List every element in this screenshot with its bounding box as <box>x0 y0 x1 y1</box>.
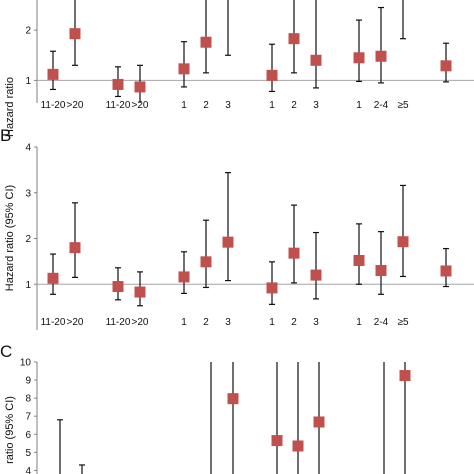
hazard-ratio-marker <box>112 281 124 293</box>
x-tick-label: 1 <box>356 100 362 111</box>
y-axis-title-b: Hazard ratio (95% CI) <box>4 185 16 291</box>
hazard-ratio-marker <box>178 63 190 75</box>
hazard-ratio-marker <box>112 78 124 90</box>
x-tick-label: 3 <box>313 317 319 328</box>
y-tick-label-c: 5 <box>25 448 31 459</box>
x-tick-label: 11-20 <box>106 317 131 328</box>
x-tick-label: >20 <box>132 100 149 111</box>
hazard-ratio-marker <box>310 54 322 66</box>
hazard-ratio-marker <box>353 254 365 266</box>
panel-letter-c: C <box>0 342 12 361</box>
hazard-ratio-marker <box>266 282 278 294</box>
hazard-ratio-marker <box>271 435 283 447</box>
y-tick-label-c: 9 <box>25 376 31 387</box>
x-tick-label: 2 <box>291 100 297 111</box>
panel-c: 4 5 6 7 8 9 10 ratio (95% CI) <box>4 358 411 474</box>
hazard-ratio-marker <box>399 370 411 382</box>
hazard-ratio-marker <box>313 416 325 428</box>
panel-letter-b: B <box>0 126 11 145</box>
y-tick-label-b: 3 <box>25 188 31 199</box>
x-tick-label: 3 <box>225 317 231 328</box>
x-tick-label: 2-4 <box>374 100 389 111</box>
hazard-ratio-marker <box>200 256 212 268</box>
x-tick-label: 3 <box>313 100 319 111</box>
x-tick-label: 2 <box>203 100 209 111</box>
hazard-ratio-marker <box>288 33 300 45</box>
x-tick-label: 2-4 <box>374 317 389 328</box>
hazard-ratio-marker <box>288 247 300 259</box>
hazard-ratio-marker <box>440 60 452 72</box>
x-tick-label: >20 <box>67 100 84 111</box>
hazard-ratio-marker <box>397 236 409 248</box>
x-tick-label: 1 <box>181 100 187 111</box>
y-tick-label-c: 4 <box>25 466 31 474</box>
hazard-ratio-marker <box>353 52 365 64</box>
hazard-ratio-marker <box>47 272 59 284</box>
x-tick-label: 1 <box>181 317 187 328</box>
hazard-ratio-marker <box>178 271 190 283</box>
x-tick-label: 2 <box>203 317 209 328</box>
x-tick-label: 1 <box>356 317 362 328</box>
hazard-ratio-marker <box>69 242 81 254</box>
x-tick-label: >20 <box>67 317 84 328</box>
x-tick-label: ≥5 <box>397 317 408 328</box>
hazard-ratio-marker <box>440 265 452 277</box>
x-tick-label: >20 <box>132 317 149 328</box>
hazard-ratio-marker <box>292 440 304 452</box>
y-tick-label-c: 7 <box>25 412 31 423</box>
y-tick-label-a: 2 <box>25 26 31 37</box>
x-tick-label: 11-20 <box>106 100 131 111</box>
x-tick-label: ≥5 <box>397 100 408 111</box>
y-tick-label-c: 8 <box>25 394 31 405</box>
y-tick-label-b: 4 <box>25 143 31 154</box>
y-tick-label-b: 2 <box>25 234 31 245</box>
hazard-ratio-marker <box>375 50 387 62</box>
x-tick-label: 1 <box>269 317 275 328</box>
hazard-ratio-marker <box>266 69 278 81</box>
y-tick-label-c: 10 <box>20 358 32 369</box>
y-axis-title-c: ratio (95% CI) <box>4 396 16 464</box>
hazard-ratio-marker <box>47 68 59 80</box>
hazard-ratio-marker <box>200 36 212 48</box>
hazard-ratio-marker <box>134 81 146 93</box>
hazard-ratio-marker <box>222 236 234 248</box>
x-tick-label: 11-20 <box>41 317 66 328</box>
x-tick-label: 11-20 <box>41 100 66 111</box>
hazard-ratio-marker <box>310 269 322 281</box>
x-tick-label: 1 <box>269 100 275 111</box>
hazard-ratio-marker <box>227 393 239 405</box>
y-tick-label-b: 1 <box>25 280 31 291</box>
hazard-ratio-marker <box>69 28 81 40</box>
y-axis-title-a: Hazard ratio <box>4 77 16 137</box>
hazard-ratio-marker <box>375 265 387 277</box>
hazard-ratio-marker <box>134 286 146 298</box>
x-tick-label: 2 <box>291 317 297 328</box>
x-tick-label: 3 <box>225 100 231 111</box>
y-tick-label-a: 1 <box>25 76 31 87</box>
y-tick-label-c: 6 <box>25 430 31 441</box>
